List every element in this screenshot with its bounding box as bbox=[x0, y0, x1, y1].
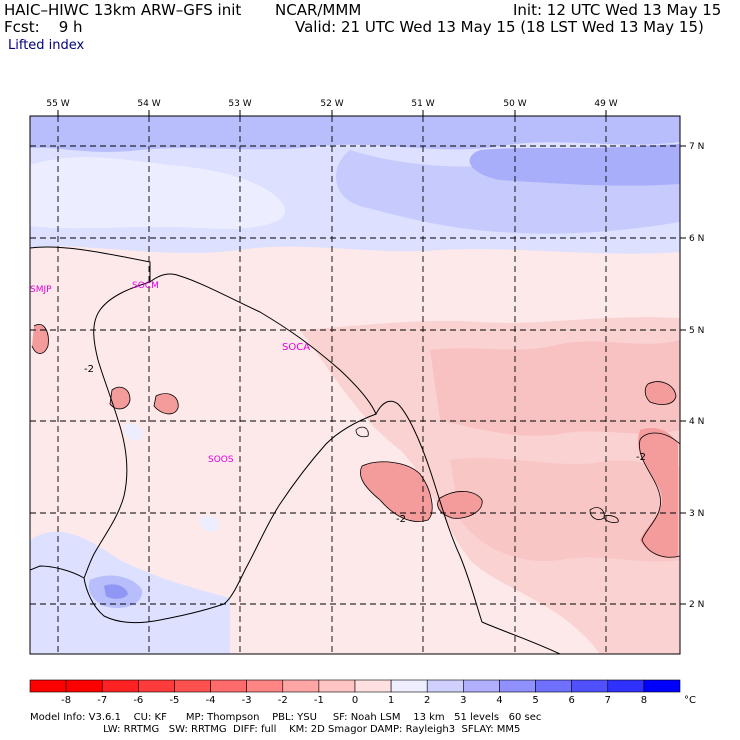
colorbar-tick-label: 7 bbox=[605, 695, 611, 706]
colorbar-tick-label: -3 bbox=[242, 695, 252, 706]
station-labels: SMJP SOCM SOCA SOOS bbox=[30, 281, 310, 465]
lon-label: 50 W bbox=[503, 99, 526, 109]
lat-label: 6 N bbox=[689, 234, 704, 244]
lon-label: 53 W bbox=[228, 99, 251, 109]
colorbar-tick-label: 0 bbox=[352, 695, 358, 706]
colorbar-swatch bbox=[607, 679, 645, 693]
station-soca: SOCA bbox=[282, 342, 310, 353]
colorbar-swatch bbox=[390, 679, 428, 693]
colorbar-tick-label: -5 bbox=[169, 695, 179, 706]
lon-label: 55 W bbox=[46, 99, 69, 109]
lat-label: 5 N bbox=[689, 326, 704, 336]
colorbar-swatch bbox=[354, 679, 392, 693]
forecast-hour: Fcst: 9 h bbox=[4, 18, 83, 36]
init-time: Init: 12 UTC Wed 13 May 15 bbox=[513, 1, 722, 19]
graticule bbox=[30, 116, 680, 654]
lon-label: 49 W bbox=[594, 99, 617, 109]
colorbar-swatch bbox=[138, 679, 175, 693]
colorbar-tick-label: 8 bbox=[641, 695, 647, 706]
station-smjp: SMJP bbox=[30, 285, 52, 295]
lifted-index-field bbox=[30, 116, 680, 654]
colorbar-swatch bbox=[318, 679, 356, 693]
lon-label: 54 W bbox=[137, 99, 160, 109]
colorbar-tick-label: 2 bbox=[424, 695, 430, 706]
colorbar-swatch bbox=[643, 679, 681, 693]
valid-time: Valid: 21 UTC Wed 13 May 15 (18 LST Wed … bbox=[295, 18, 704, 36]
colorbar-tick-label: -7 bbox=[97, 695, 107, 706]
colorbar-tick-label: 6 bbox=[568, 695, 574, 706]
tick-marks bbox=[57, 110, 686, 605]
colorbar-tick-label: 5 bbox=[532, 695, 538, 706]
colorbar-swatch bbox=[426, 679, 464, 693]
lat-label: 3 N bbox=[689, 509, 704, 519]
lon-label: 51 W bbox=[411, 99, 434, 109]
plot-frame bbox=[29, 115, 681, 655]
colorbar-tick-label: -6 bbox=[133, 695, 143, 706]
colorbar-swatch bbox=[571, 679, 609, 693]
colorbar-swatch bbox=[29, 679, 67, 693]
lat-label: 2 N bbox=[689, 600, 704, 610]
colorbar-tick-label: 1 bbox=[388, 695, 394, 706]
colorbar-tick-label: -8 bbox=[61, 695, 71, 706]
colorbar-tick-label: -4 bbox=[206, 695, 216, 706]
contour-value-labels: -2 -2 -2 bbox=[84, 364, 646, 525]
lat-label: 7 N bbox=[689, 142, 704, 152]
latitude-labels: 7 N 6 N 5 N 4 N 3 N 2 N bbox=[689, 142, 704, 610]
field-name: Lifted index bbox=[8, 38, 85, 53]
contour-label: -2 bbox=[84, 364, 94, 375]
colorbar-swatch bbox=[535, 679, 572, 693]
lon-label: 52 W bbox=[320, 99, 343, 109]
colorbar-swatch bbox=[499, 679, 536, 693]
contour-label: -2 bbox=[396, 514, 406, 525]
org-label: NCAR/MMM bbox=[275, 1, 362, 19]
station-soos: SOOS bbox=[208, 455, 234, 465]
colorbar-swatch bbox=[282, 679, 320, 693]
colorbar-tick-label: 3 bbox=[460, 695, 466, 706]
colorbar-tick-label: -1 bbox=[314, 695, 324, 706]
colorbar-swatch bbox=[210, 679, 247, 693]
colorbar-swatch bbox=[174, 679, 211, 693]
model-title: HAIC–HIWC 13km ARW–GFS init bbox=[4, 1, 242, 19]
model-info-line2: LW: RRTMG SW: RRTMG DIFF: full KM: 2D Sm… bbox=[30, 724, 521, 735]
colorbar-tick-label: 4 bbox=[496, 695, 502, 706]
colorbar-unit: °C bbox=[684, 695, 696, 706]
colorbar-swatch bbox=[463, 679, 500, 693]
station-socm: SOCM bbox=[132, 281, 159, 291]
lat-label: 4 N bbox=[689, 417, 704, 427]
colorbar: -8 -7 -6 -5 -4 -3 -2 -1 0 1 2 3 4 5 6 7 8 °C bbox=[29, 679, 696, 706]
colorbar-swatch bbox=[65, 679, 103, 693]
longitude-labels: 55 W 54 W 53 W 52 W 51 W 50 W 49 W bbox=[46, 99, 617, 109]
contour-label: -2 bbox=[636, 452, 646, 463]
colorbar-swatch bbox=[101, 679, 139, 693]
model-info-line1: Model Info: V3.6.1 CU: KF MP: Thompson P… bbox=[30, 712, 542, 723]
colorbar-swatch bbox=[246, 679, 284, 693]
contour-lines bbox=[31, 324, 680, 558]
colorbar-tick-label: -2 bbox=[278, 695, 288, 706]
